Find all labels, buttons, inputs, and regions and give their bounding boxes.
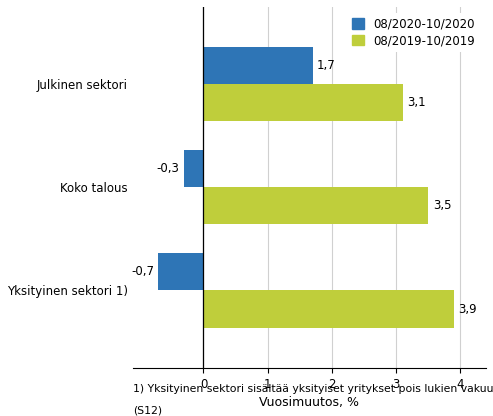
Text: 3,1: 3,1 [407, 97, 425, 109]
Bar [204, 47, 313, 84]
Bar [184, 150, 204, 187]
Bar [158, 253, 204, 290]
Legend: 08/2020-10/2020, 08/2019-10/2019: 08/2020-10/2020, 08/2019-10/2019 [348, 13, 480, 52]
Text: 1,7: 1,7 [317, 59, 336, 72]
Text: -0,7: -0,7 [131, 265, 154, 278]
Bar [204, 84, 403, 121]
X-axis label: Vuosimuutos, %: Vuosimuutos, % [259, 396, 359, 409]
Text: (S12): (S12) [133, 405, 162, 415]
Text: -0,3: -0,3 [157, 162, 179, 175]
Text: 1) Yksityinen sektori sisältää yksityiset yritykset pois lukien vakuutus- ja rah: 1) Yksityinen sektori sisältää yksityise… [133, 384, 493, 394]
Text: 3,5: 3,5 [433, 199, 451, 213]
Bar [204, 290, 454, 327]
Text: 3,9: 3,9 [458, 302, 477, 315]
Bar [204, 187, 428, 225]
